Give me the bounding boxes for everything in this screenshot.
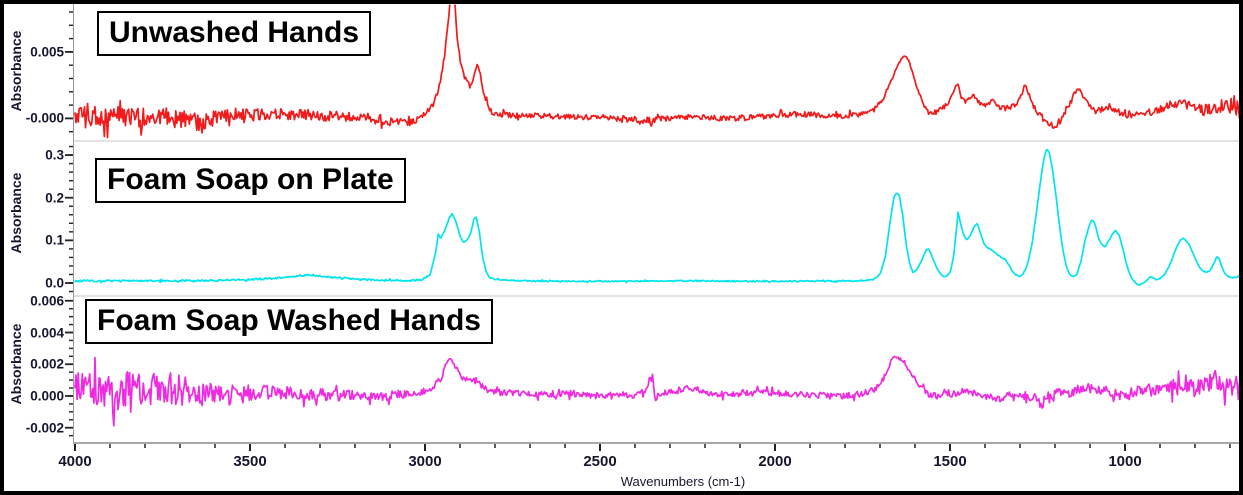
y-tick-label-0.000: 0.000 [30, 388, 64, 404]
panel-title-unwashed-hands: Unwashed Hands [97, 11, 372, 56]
panel-title-foam-soap-on-plate: Foam Soap on Plate [95, 158, 406, 203]
spectrum-trace-foam-soap-on-plate [74, 148, 1239, 286]
x-tick-label-3000: 3000 [408, 453, 442, 470]
y-tick-label-0.1: 0.1 [45, 232, 64, 248]
x-axis-title: Wavenumbers (cm-1) [620, 474, 746, 489]
y-tick-label-0.2: 0.2 [45, 190, 64, 206]
y-axis-title-panel-1: Absorbance [8, 30, 24, 112]
spectrum-trace-foam-soap-washed-hands [74, 355, 1239, 427]
x-tick-label-2000: 2000 [758, 453, 792, 470]
y-tick-label--0.002: -0.002 [25, 420, 64, 436]
panel-title-foam-soap-washed-hands: Foam Soap Washed Hands [85, 299, 493, 344]
spectrum-trace-unwashed-hands [74, 4, 1239, 139]
y-tick-label-0.005: 0.005 [30, 44, 64, 60]
y-tick-label-0.002: 0.002 [30, 356, 64, 372]
y-tick-label--0.000: -0.000 [25, 110, 64, 126]
y-tick-label-0.3: 0.3 [45, 147, 64, 163]
y-tick-label-0.0: 0.0 [45, 275, 64, 291]
x-tick-label-2500: 2500 [583, 453, 617, 470]
x-tick-label-1000: 1000 [1108, 453, 1142, 470]
y-tick-label-0.004: 0.004 [30, 325, 64, 340]
x-tick-label-4000: 4000 [58, 453, 92, 470]
y-tick-label-0.006: 0.006 [30, 293, 64, 309]
x-tick-label-1500: 1500 [933, 453, 967, 470]
x-tick-label-3500: 3500 [233, 453, 267, 470]
